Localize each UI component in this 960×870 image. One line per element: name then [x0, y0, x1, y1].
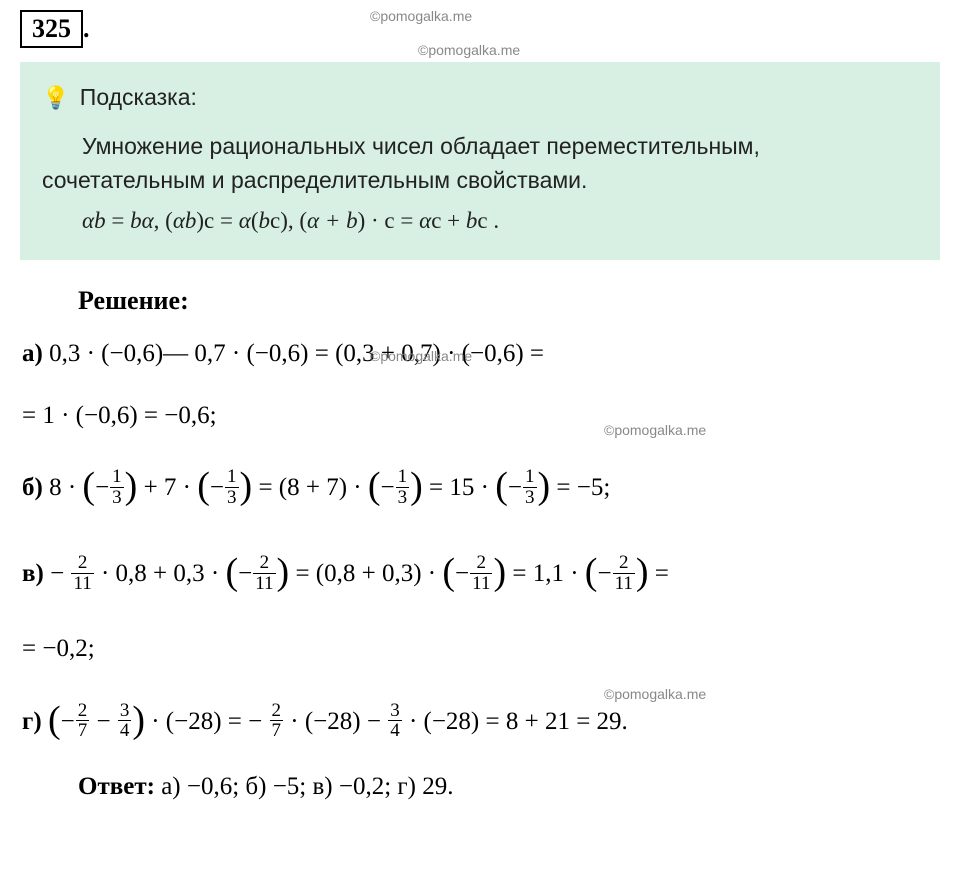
- problem-number-dot: .: [83, 14, 90, 43]
- label-b: б): [22, 474, 49, 501]
- solution-v-cont: = −0,2;: [22, 625, 940, 673]
- bulb-icon: 💡: [42, 85, 69, 110]
- solution-a-text1: 0,3 · (−0,6)— 0,7 · (−0,6) = (0,3 + 0,7)…: [49, 340, 544, 367]
- label-g: г): [22, 708, 48, 735]
- hint-formula: αb = bα, (αb)c = α(bc), (α + b) · c = αc…: [42, 204, 918, 239]
- label-a: а): [22, 340, 49, 367]
- solution-title: Решение:: [78, 286, 940, 316]
- hint-title: 💡 Подсказка:: [42, 80, 918, 115]
- solution-a-cont: = 1 · (−0,6) = −0,6;: [22, 392, 940, 440]
- label-v: в): [22, 560, 50, 587]
- solution-g: г) (−27 − 34) · (−28) = − 27 · (−28) − 3…: [22, 687, 940, 759]
- solution-v: в) − 211 · 0,8 + 0,3 · (−211) = (0,8 + 0…: [22, 539, 940, 611]
- hint-text: Умножение рациональных чисел обладает пе…: [42, 129, 918, 198]
- solution-a: а) 0,3 · (−0,6)— 0,7 · (−0,6) = (0,3 + 0…: [22, 330, 940, 378]
- solution-b: б) 8 · (−13) + 7 · (−13) = (8 + 7) · (−1…: [22, 453, 940, 525]
- answer-text: а) −0,6; б) −5; в) −0,2; г) 29.: [161, 773, 453, 800]
- hint-title-text: Подсказка:: [80, 84, 197, 110]
- answer-label: Ответ:: [78, 773, 161, 800]
- problem-number: 325: [20, 10, 83, 48]
- problem-header: 325.: [20, 10, 940, 56]
- answer-line: Ответ: а) −0,6; б) −5; в) −0,2; г) 29.: [78, 773, 940, 801]
- hint-box: 💡 Подсказка: Умножение рациональных чисе…: [20, 62, 940, 260]
